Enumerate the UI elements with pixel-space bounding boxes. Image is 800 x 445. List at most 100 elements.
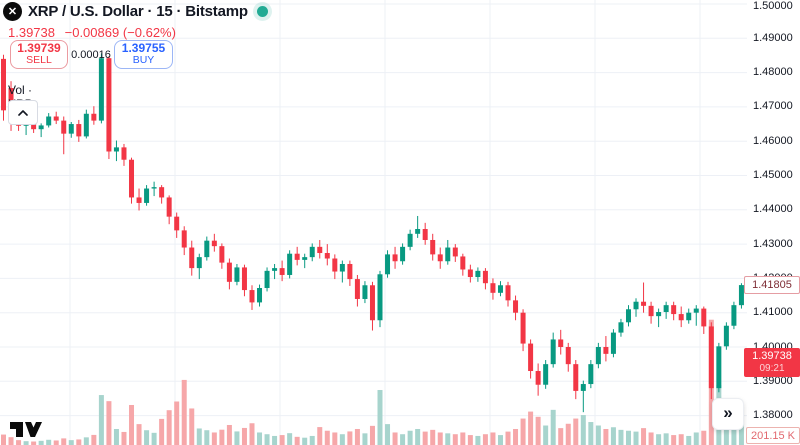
candle [106,58,112,152]
candlestick-chart[interactable] [0,0,747,445]
price-axis-label: 1.47000 [753,100,793,113]
volume-bar [113,428,119,445]
candle [257,288,263,303]
sell-button[interactable]: 1.39739 SELL [10,40,68,69]
volume-bar [535,416,541,445]
tradingview-logo[interactable] [10,420,42,443]
volume-value-badge: 201.15 K [746,427,800,444]
volume-bar [38,440,44,445]
volume-bar [53,440,59,445]
candle [339,263,345,272]
volume-bar [520,418,526,445]
candle [347,263,353,280]
buy-label: BUY [132,54,155,67]
candle [392,254,398,262]
candle [467,269,473,278]
volume-bar [550,409,556,445]
volume-bar [686,435,692,445]
candle [241,267,247,291]
volume-bar [189,408,195,445]
price-axis-label: 1.45000 [753,169,793,181]
volume-bar [68,440,74,445]
volume-bar [249,423,255,445]
volume-bar [625,430,631,445]
collapse-panel-button[interactable] [8,100,38,125]
candle [400,246,406,262]
volume-bar [377,390,383,445]
candle [558,339,564,347]
bar-countdown-timer: 09:21 [759,362,785,374]
scroll-right-button[interactable]: » [712,398,744,430]
volume-bar [369,425,375,445]
tradingview-logo-icon [10,422,42,437]
candle [520,312,526,344]
candle [272,268,278,271]
volume-bar [467,435,473,445]
candle [226,262,232,282]
volume-bar [588,422,594,445]
candle [731,305,737,326]
volume-bar [633,431,639,445]
candle [625,309,631,323]
volume-bar [460,432,466,445]
price-axis-label: 1.46000 [753,134,793,147]
volume-bar [219,429,225,445]
candle [738,285,744,306]
volume-bar [159,418,165,445]
market-open-dot-icon [256,6,268,17]
volume-bar [257,432,263,445]
buy-button[interactable]: 1.39755 BUY [114,40,173,69]
candle [1,58,6,111]
volume-bar [294,436,300,445]
sell-price: 1.39739 [17,41,61,56]
volume-bar [324,430,330,445]
chevrons-right-icon: » [723,403,733,422]
volume-bar [430,429,436,445]
candle [377,274,383,321]
candle [121,147,127,160]
current-price-value: 1.39738 [752,349,792,362]
candle [136,197,142,203]
candle [693,308,699,313]
volume-bar [415,428,421,445]
price-axis-label: 1.43000 [753,237,793,250]
volume-bar [490,432,496,445]
candle [279,268,285,275]
volume-bar [347,431,353,445]
volume-bar [264,434,270,445]
volume-bar [422,431,428,445]
volume-bar [287,433,293,445]
volume-bar [234,431,240,445]
candles-layer [1,53,744,413]
candle [61,120,67,134]
price-axis[interactable]: 1.50000 1.49000 1.48000 1.47000 1.46000 1.450… [747,0,800,445]
candle [407,233,413,247]
volume-bar [392,432,398,445]
candle [46,116,52,126]
volume-bar [354,428,360,445]
volume-bar [497,435,503,445]
symbol-title[interactable]: XRP / U.S. Dollar · 15 · Bitstamp [28,3,248,20]
volume-bar [1,434,6,445]
candle [309,246,315,258]
candle [550,339,556,365]
volume-bar [16,440,22,445]
symbol-title-row[interactable]: ✕ XRP / U.S. Dollar · 15 · Bitstamp [3,2,268,21]
candle [580,384,586,391]
volume-bar [543,425,549,445]
candle [354,279,360,299]
grid-layer [0,0,747,445]
volume-bar [106,401,112,445]
volume-bar [437,432,443,445]
candle [181,230,187,248]
candle [234,267,240,282]
volume-bar [31,441,37,445]
candle [588,364,594,385]
candle [76,124,82,137]
volume-bar [693,432,699,445]
sell-label: SELL [26,54,52,67]
candle [211,240,217,247]
volume-bar [272,435,278,445]
volume-bar [513,428,519,445]
candle [196,257,202,269]
